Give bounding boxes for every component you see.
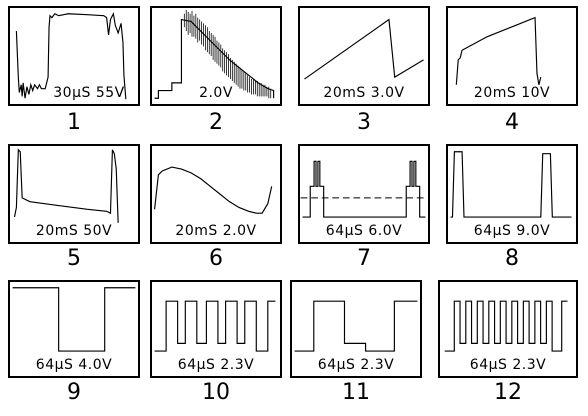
waveform-trace-6	[153, 166, 273, 214]
scale-readout: 64μS 2.3V	[469, 357, 547, 373]
waveform-trace-10	[154, 300, 276, 352]
panel-number: 10	[202, 380, 230, 405]
panel-number: 5	[67, 246, 81, 271]
waveform-panel-1: 30μS 55V 1	[8, 6, 140, 136]
scope-screen: 30μS 55V	[8, 6, 140, 106]
scale-readout: 30μS 55V	[53, 85, 125, 101]
waveform-trace-9	[12, 287, 136, 352]
scope-screen: 20mS 50V	[8, 144, 140, 244]
panel-number: 11	[342, 380, 370, 405]
scale-readout: 2.0V	[199, 85, 233, 101]
scale-readout: 64μS 9.0V	[473, 223, 551, 239]
waveform-trace-11	[294, 300, 418, 352]
waveform-trace-4	[455, 16, 542, 85]
scope-screen: 64μS 2.3V	[438, 280, 578, 378]
panel-number: 2	[209, 110, 223, 135]
waveform-panel-5: 20mS 50V 5	[8, 144, 140, 272]
scope-screen: 20mS 2.0V	[150, 144, 282, 244]
waveform-panel-8: 64μS 9.0V 8	[446, 144, 578, 272]
scope-screen: 20mS 3.0V	[298, 6, 430, 106]
scope-screen: 20mS 10V	[446, 6, 578, 106]
panel-number: 9	[67, 380, 81, 405]
scale-readout: 20mS 2.0V	[175, 223, 257, 239]
scope-screen: 64μS 2.3V	[150, 280, 282, 378]
panel-number: 4	[505, 110, 519, 135]
waveform-panel-3: 20mS 3.0V 3	[298, 6, 430, 136]
waveform-trace-8	[450, 151, 572, 218]
scope-screen: 64μS 2.3V	[290, 280, 422, 378]
waveform-panel-10: 64μS 2.3V 10	[150, 280, 282, 408]
panel-number: 7	[357, 246, 371, 271]
scope-screen: 64μS 9.0V	[446, 144, 578, 244]
scope-screen: 64μS 6.0V	[298, 144, 430, 244]
scope-screen: 64μS 4.0V	[8, 280, 140, 378]
waveform-panel-4: 20mS 10V 4	[446, 6, 578, 136]
waveform-panel-11: 64μS 2.3V 11	[290, 280, 422, 408]
waveform-trace-7	[300, 160, 428, 218]
waveform-trace-3	[304, 18, 424, 80]
waveform-trace-5	[13, 148, 119, 223]
scale-readout: 64μS 4.0V	[35, 357, 113, 373]
scale-readout: 20mS 50V	[35, 223, 113, 239]
waveform-panel-2: 2.0V 2	[150, 6, 282, 136]
waveform-panel-12: 64μS 2.3V 12	[438, 280, 578, 408]
waveform-trace-2	[154, 9, 275, 99]
scale-readout: 20mS 3.0V	[323, 85, 405, 101]
scale-readout: 64μS 2.3V	[317, 357, 395, 373]
panel-number: 12	[494, 380, 522, 405]
waveform-trace-12	[444, 300, 568, 352]
scale-readout: 64μS 2.3V	[177, 357, 255, 373]
panel-number: 8	[505, 246, 519, 271]
scale-readout: 20mS 10V	[473, 85, 551, 101]
waveform-panel-9: 64μS 4.0V 9	[8, 280, 140, 408]
waveform-trace-1	[15, 11, 127, 100]
panel-number: 3	[357, 110, 371, 135]
waveform-panel-7: 64μS 6.0V 7	[298, 144, 430, 272]
panel-number: 6	[209, 246, 223, 271]
scale-readout: 64μS 6.0V	[325, 223, 403, 239]
waveform-panel-6: 20mS 2.0V 6	[150, 144, 282, 272]
scope-screen: 2.0V	[150, 6, 282, 106]
panel-number: 1	[67, 110, 81, 135]
